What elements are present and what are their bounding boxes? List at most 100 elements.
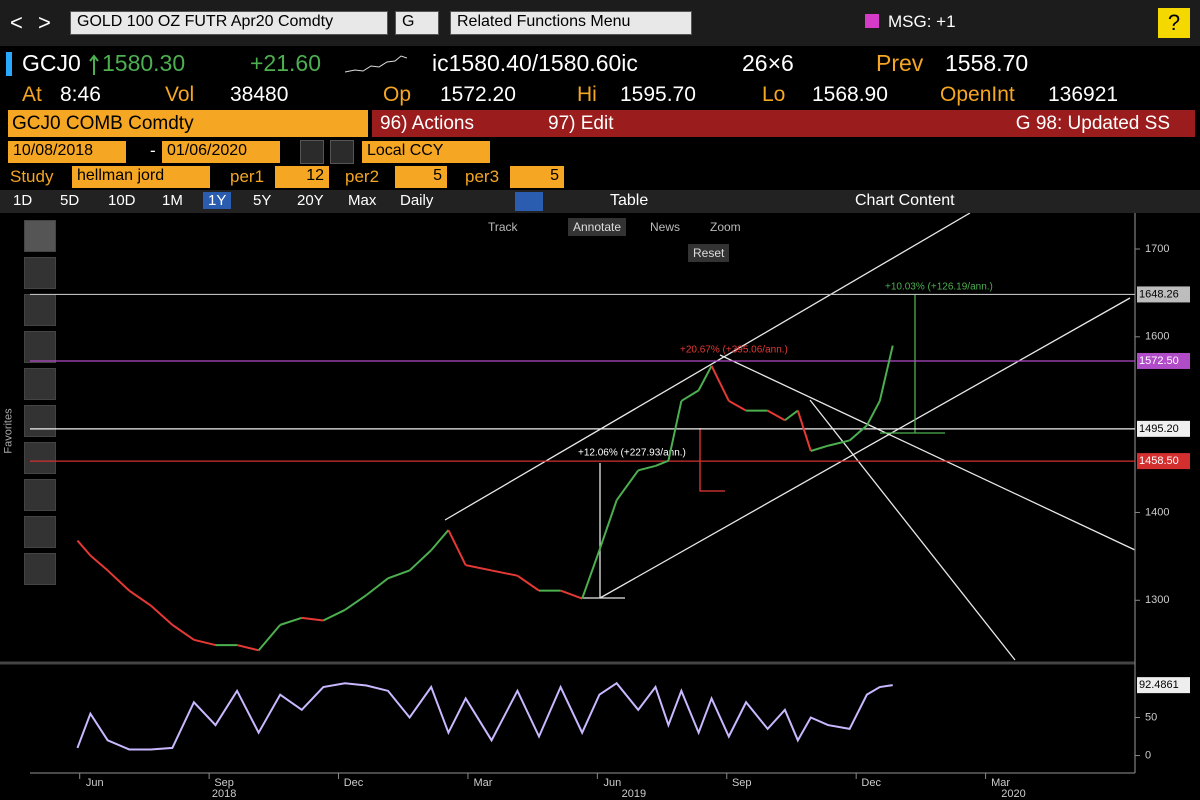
prev-range[interactable]	[300, 140, 324, 164]
tool-button[interactable]	[24, 331, 56, 363]
y-tick-label: 1300	[1145, 594, 1169, 606]
period-button[interactable]: Max	[348, 192, 377, 209]
last-price: 1580.30	[102, 50, 186, 76]
tool-button[interactable]	[24, 516, 56, 548]
at-label: At	[22, 83, 42, 106]
open-interest-label: OpenInt	[940, 83, 1015, 106]
tool-button[interactable]	[24, 405, 56, 437]
msg-button[interactable]: MSG: +1	[888, 12, 956, 31]
security-field[interactable]: GCJ0 COMB Comdty	[8, 110, 368, 137]
red-bar	[372, 110, 1195, 137]
param-value[interactable]: 12	[275, 166, 329, 188]
period-button[interactable]: 1Y	[203, 192, 232, 209]
tool-button[interactable]	[24, 220, 56, 252]
tool-button[interactable]	[24, 257, 56, 289]
forward-button[interactable]: >	[38, 10, 51, 35]
date-separator: -	[150, 141, 156, 160]
level-label-box	[1137, 352, 1190, 369]
ticker-marker	[6, 52, 12, 76]
price-segment	[465, 564, 492, 572]
study-label: Study	[10, 167, 54, 186]
price-segment	[655, 459, 669, 467]
price-segment	[193, 638, 216, 647]
msg-icon	[865, 14, 879, 28]
prev-label: Prev	[876, 50, 924, 76]
x-tick-label: Jun	[86, 777, 104, 789]
x-tick-label: Mar	[473, 777, 492, 789]
y-tick-label: 1600	[1145, 331, 1169, 343]
price-segment	[171, 624, 195, 641]
end-date[interactable]: 01/06/2020	[162, 141, 280, 163]
nav-bar: < > GOLD 100 OZ FUTR Apr20 Comdty G Rela…	[0, 0, 1200, 46]
frequency-menu[interactable]: Daily	[400, 192, 434, 209]
price-segment	[365, 577, 389, 596]
price-segment	[491, 569, 518, 577]
y-tick-label: 1400	[1145, 506, 1169, 518]
next-range[interactable]	[330, 140, 354, 164]
level-label: 1458.50	[1139, 455, 1179, 467]
price-segment	[637, 464, 656, 472]
action-bar: GCJ0 COMB Comdty 96) Actions 97) Edit G …	[0, 110, 1200, 137]
tool-button[interactable]	[24, 479, 56, 511]
period-button[interactable]: 1D	[13, 192, 33, 209]
security-menu[interactable]: GOLD 100 OZ FUTR Apr20 Comdty	[70, 11, 388, 35]
net-change: +21.60	[250, 50, 321, 76]
annotation: +12.06% (+227.93/ann.)	[578, 448, 686, 459]
price-segment	[344, 594, 368, 611]
g-menu[interactable]: G	[395, 11, 439, 35]
price-segment	[279, 616, 303, 626]
param-value[interactable]: 5	[510, 166, 564, 188]
currency[interactable]: Local CCY	[362, 141, 490, 163]
price-segment	[106, 569, 130, 592]
price-segment	[301, 616, 324, 622]
track-button[interactable]: Track	[488, 220, 518, 234]
zoom-button[interactable]: Zoom	[710, 220, 741, 234]
tool-button[interactable]	[24, 368, 56, 400]
price-segment	[560, 589, 583, 600]
period-button[interactable]: 20Y	[297, 192, 324, 209]
vol-label: Vol	[165, 83, 195, 106]
help-button[interactable]: ?	[1158, 8, 1190, 38]
tool-button[interactable]	[24, 553, 56, 585]
study-name[interactable]: hellman jord	[72, 166, 210, 188]
back-button[interactable]: <	[10, 10, 23, 35]
annotate-button[interactable]: Annotate	[568, 218, 627, 236]
period-button[interactable]: 1M	[162, 192, 183, 209]
price-segment	[796, 410, 812, 452]
bid-ask-size: 26×6	[742, 50, 794, 76]
table-button[interactable]: Table	[610, 192, 649, 209]
level-label-box	[1137, 286, 1190, 303]
last-value-box	[1137, 677, 1190, 694]
price-segment	[615, 469, 640, 501]
period-button[interactable]: 5D	[60, 192, 80, 209]
level-label: 1495.20	[1139, 423, 1179, 435]
tool-button[interactable]	[24, 294, 56, 326]
reset-button[interactable]: Reset	[688, 244, 730, 262]
chart-type-button[interactable]	[515, 192, 543, 211]
price-segment	[447, 529, 467, 566]
period-button[interactable]: 10D	[108, 192, 136, 209]
x-tick-label: Jun	[603, 777, 621, 789]
news-button[interactable]: News	[650, 220, 681, 234]
param-value[interactable]: 5	[395, 166, 447, 188]
x-tick-label: Sep	[214, 777, 234, 789]
period-button[interactable]: 5Y	[253, 192, 272, 209]
param-label: per2	[345, 167, 380, 186]
y-tick-label: 1700	[1145, 243, 1169, 255]
price-segment	[598, 499, 618, 551]
price-segment	[257, 624, 281, 651]
related-menu[interactable]: Related Functions Menu	[450, 11, 692, 35]
open: 1572.20	[440, 83, 516, 106]
price-segment	[878, 345, 894, 402]
actions-menu[interactable]: 96) Actions	[380, 113, 474, 134]
period-bar: Daily Table Chart Content 1D 5D 10D 1M 1Y 5Y 2…	[0, 190, 1200, 213]
start-date[interactable]: 10/08/2018	[8, 141, 126, 163]
high-label: Hi	[577, 83, 597, 106]
param-label: per3	[465, 167, 500, 186]
edit-menu[interactable]: 97) Edit	[548, 113, 614, 134]
chart-content-button[interactable]: Chart Content	[855, 192, 955, 209]
x-tick-label: Mar	[991, 777, 1010, 789]
tool-button[interactable]	[24, 442, 56, 474]
price-segment	[827, 439, 850, 447]
